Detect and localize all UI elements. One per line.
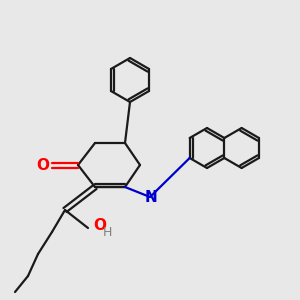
Text: N: N: [145, 190, 158, 205]
Text: H: H: [103, 226, 112, 238]
Text: O: O: [37, 158, 50, 172]
Text: O: O: [93, 218, 106, 233]
